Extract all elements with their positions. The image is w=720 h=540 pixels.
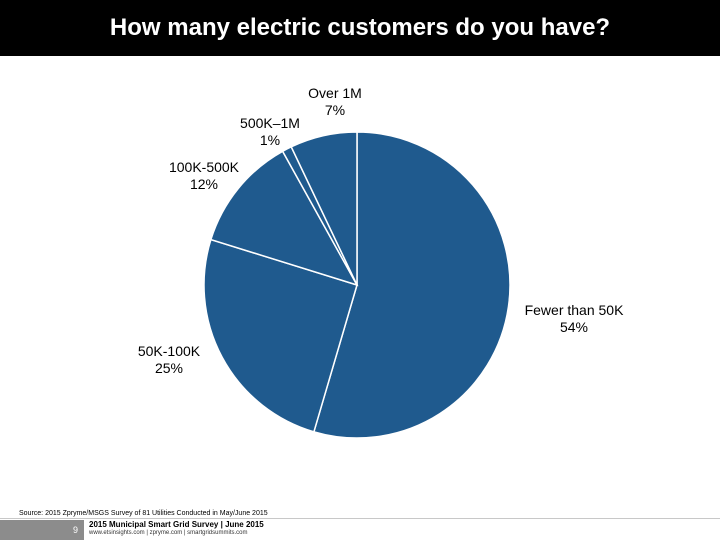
slice-label-value: 7% [325, 102, 345, 118]
slice-label-2: 100K-500K 12% [169, 159, 240, 192]
footer-sites: www.etsinsights.com | zpryme.com | smart… [89, 530, 248, 536]
slice-labels: Fewer than 50K 54% 50K-100K 25% 100K-500K 12%… [138, 85, 624, 376]
footer-survey-title: 2015 Municipal Smart Grid Survey | June … [89, 520, 264, 529]
slice-label-name: Over 1M [308, 85, 362, 101]
slice-label-name: 500K–1M [240, 115, 300, 131]
slice-label-value: 1% [260, 132, 280, 148]
pie-slices [203, 131, 511, 439]
slice-label-4: Over 1M 7% [308, 85, 362, 118]
slice-label-name: 100K-500K [169, 159, 240, 175]
slide-title: How many electric customers do you have? [0, 0, 720, 56]
footer-divider [0, 518, 720, 519]
pie-slice-2 [209, 150, 359, 287]
slice-label-name: 50K-100K [138, 343, 201, 359]
slice-label-1: 50K-100K 25% [138, 343, 201, 376]
slice-label-3: 500K–1M 1% [240, 115, 300, 148]
slice-label-value: 12% [190, 176, 218, 192]
slice-label-0: Fewer than 50K 54% [525, 302, 624, 335]
pie-slice-4 [290, 131, 358, 286]
page-number: 9 [0, 520, 84, 540]
pie-chart: Fewer than 50K 54% 50K-100K 25% 100K-500K 12%… [138, 85, 624, 439]
pie-slice-1 [203, 238, 358, 433]
pie-slice-0 [312, 131, 511, 439]
source-note: Source: 2015 Zpryme/MSGS Survey of 81 Ut… [19, 510, 268, 517]
slice-label-name: Fewer than 50K [525, 302, 624, 318]
slice-label-value: 54% [560, 319, 588, 335]
slice-label-value: 25% [155, 360, 183, 376]
